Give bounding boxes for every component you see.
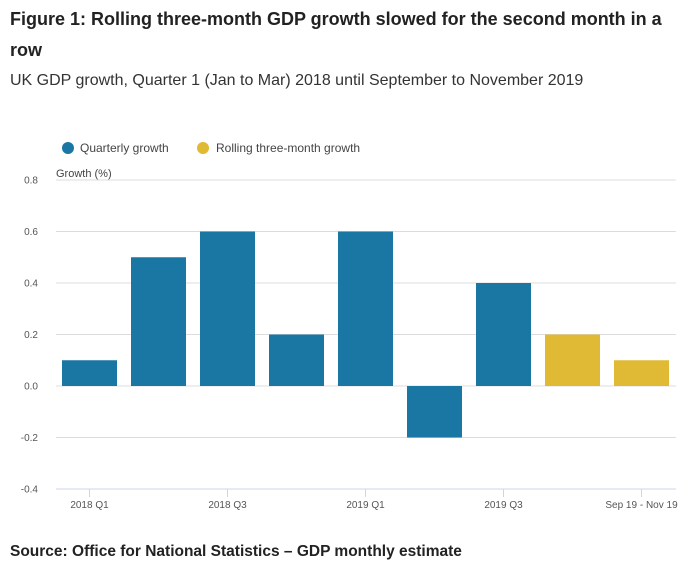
y-tick-label: 0.6	[24, 227, 38, 238]
chart-title: Figure 1: Rolling three-month GDP growth…	[10, 9, 662, 60]
x-tick-label: 2018 Q1	[70, 500, 109, 511]
bar-rolling	[545, 334, 600, 386]
y-axis: 0.8 0.6 0.4 0.2 0.0 -0.2 -0.4	[21, 176, 39, 496]
legend-label-rolling: Rolling three-month growth	[216, 141, 360, 155]
y-tick-label: -0.4	[21, 485, 39, 496]
x-tick-label: Sep 19 - Nov 19	[605, 500, 678, 511]
x-tick-label: 2019 Q1	[346, 500, 385, 511]
y-tick-label: 0.2	[24, 330, 38, 341]
y-tick-label: 0.0	[24, 382, 38, 393]
x-axis: 2018 Q1 2018 Q3 2019 Q1 2019 Q3 Sep 19 - Nov…	[56, 488, 678, 511]
y-tick-label: 0.8	[24, 176, 38, 187]
chart-subtitle: UK GDP growth, Quarter 1 (Jan to Mar) 20…	[10, 72, 584, 89]
legend: Quarterly growth Rolling three-month gro…	[62, 141, 360, 155]
legend-marker-quarterly	[62, 142, 74, 154]
legend-label-quarterly: Quarterly growth	[80, 141, 169, 155]
bar-quarterly	[407, 386, 462, 438]
bar-quarterly	[200, 231, 255, 386]
bar-rolling	[614, 360, 669, 386]
bar-quarterly	[62, 360, 117, 386]
bar-chart: Quarterly growth Rolling three-month gro…	[21, 141, 678, 511]
bar-quarterly	[269, 334, 324, 386]
bar-quarterly	[476, 283, 531, 386]
bars	[62, 231, 669, 438]
y-axis-title: Growth (%)	[56, 168, 112, 180]
bar-quarterly	[338, 231, 393, 386]
x-tick-label: 2019 Q3	[484, 500, 523, 511]
y-tick-label: -0.2	[21, 433, 39, 444]
y-tick-label: 0.4	[24, 279, 38, 290]
x-tick-label: 2018 Q3	[208, 500, 247, 511]
legend-marker-rolling	[197, 142, 209, 154]
source-note: Source: Office for National Statistics –…	[10, 543, 462, 560]
bar-quarterly	[131, 257, 186, 386]
